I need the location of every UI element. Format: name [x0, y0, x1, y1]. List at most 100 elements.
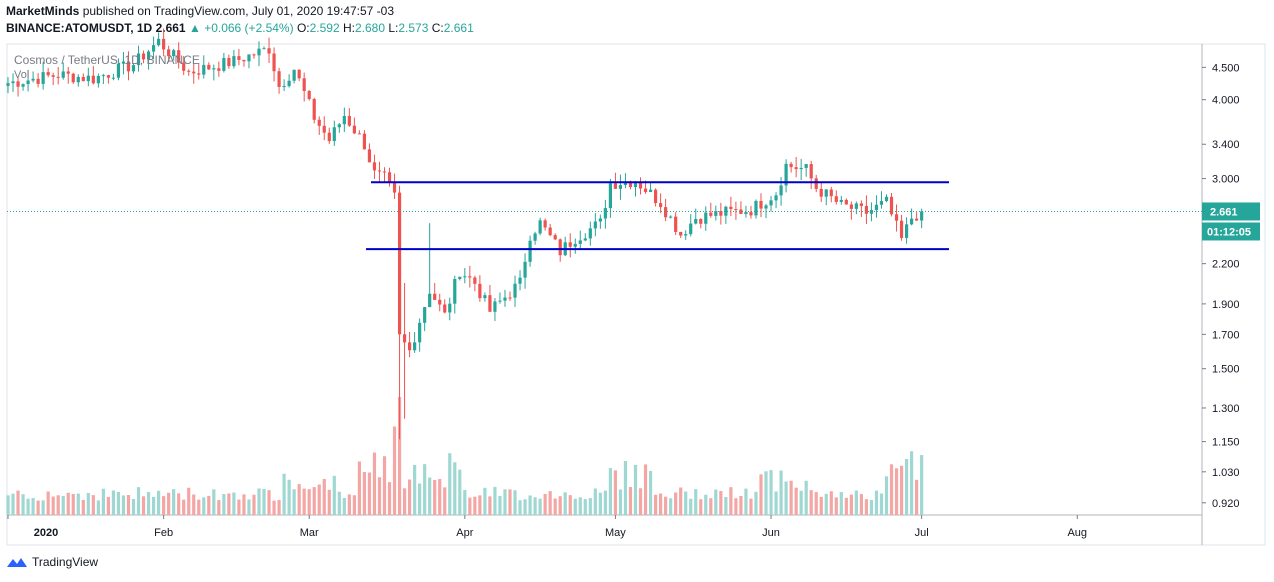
candle-body: [121, 61, 126, 64]
time-tick-label: Mar: [300, 527, 319, 539]
candle-body: [136, 53, 141, 66]
volume-bar: [202, 497, 206, 515]
volume-bar: [759, 474, 763, 515]
candle-body: [51, 75, 55, 77]
candle-body: [252, 54, 256, 56]
volume-bar: [157, 490, 161, 515]
volume-bar: [172, 489, 176, 515]
candle-body: [478, 283, 482, 299]
candle-body: [523, 261, 527, 278]
candle-body: [493, 301, 497, 312]
candle-body: [573, 243, 577, 247]
candle-body: [638, 182, 643, 189]
publish-info: MarketMinds published on TradingView.com…: [6, 4, 394, 18]
volume-bar: [503, 489, 507, 515]
volume-bar: [533, 497, 537, 515]
candle-body: [347, 116, 351, 126]
candle-body: [162, 38, 166, 50]
candle-body: [91, 75, 95, 84]
volume-bar: [704, 494, 708, 515]
candle-body: [910, 218, 914, 225]
chart-frame: [6, 43, 1266, 546]
candle-body: [623, 181, 628, 186]
countdown-tag: [1202, 222, 1260, 241]
low-value: 2.573: [398, 21, 429, 35]
volume-bar: [493, 486, 497, 515]
candle-body: [889, 196, 894, 215]
candle-body: [6, 83, 10, 86]
candle-body: [553, 235, 557, 240]
volume-bar: [352, 495, 356, 515]
volume-bar: [252, 494, 256, 515]
volume-bar: [257, 488, 261, 515]
price-tick-label: 1.300: [1212, 403, 1240, 415]
volume-bar: [879, 493, 884, 515]
candle-body: [71, 73, 75, 83]
volume-bar: [598, 492, 602, 515]
volume-bar: [789, 480, 793, 515]
price-tick-label: 3.400: [1212, 139, 1240, 151]
candle-body: [503, 297, 507, 301]
volume-bar: [357, 461, 361, 515]
volume-bar: [262, 488, 266, 515]
candle-body: [653, 189, 658, 204]
candle-body: [402, 334, 407, 343]
volume-bar: [227, 493, 231, 515]
volume-bar: [894, 468, 899, 515]
volume-bar: [899, 465, 904, 515]
volume-bar: [302, 488, 306, 515]
volume-bar: [56, 495, 60, 515]
volume-bar: [81, 499, 85, 515]
volume-bar: [809, 490, 813, 515]
candle-body: [247, 54, 251, 62]
candle-body: [382, 171, 387, 173]
volume-bar: [332, 475, 336, 515]
candle-body: [784, 163, 788, 186]
volume-bar: [16, 490, 20, 515]
time-tick-label: Jul: [915, 527, 929, 539]
open-value: 2.592: [309, 21, 340, 35]
time-tick-label: Feb: [154, 527, 173, 539]
candle-body: [372, 162, 377, 171]
price-change: +0.066 (+2.54%): [204, 21, 294, 35]
candle-body: [21, 84, 25, 87]
volume-bar: [458, 469, 462, 515]
candle-body: [207, 64, 211, 70]
candle-body: [387, 172, 392, 183]
volume-bar: [709, 498, 713, 515]
candle-body: [734, 209, 738, 211]
volume-bar: [864, 499, 869, 515]
candle-body: [177, 50, 181, 63]
volume-bar: [146, 492, 151, 515]
candle-body: [834, 196, 838, 202]
candle-body: [367, 149, 372, 163]
volume-bar: [523, 499, 527, 515]
candle-body: [528, 240, 532, 262]
tradingview-footer[interactable]: TradingView: [6, 555, 98, 569]
candle-body: [824, 189, 828, 197]
overlay-lines: 2.661 01:12:05: [7, 181, 1260, 251]
volume-bar: [824, 493, 828, 515]
volume-bar: [463, 489, 467, 515]
candle-body: [433, 293, 437, 300]
volume-bar: [573, 498, 577, 515]
candle-body: [332, 127, 336, 142]
symbol-info: BINANCE:ATOMUSDT, 1D 2.661 ▲ +0.066 (+2.…: [6, 21, 474, 35]
volume-bar: [739, 495, 743, 515]
volume-bar: [839, 492, 843, 515]
time-tick-label: Aug: [1067, 527, 1087, 539]
candle-body: [513, 283, 517, 298]
candle-body: [36, 78, 40, 84]
volume-bar: [538, 498, 542, 515]
volume-bar: [714, 489, 718, 515]
time-axis: 2020 Feb Mar Apr May Jun Jul Aug: [7, 515, 1087, 539]
volume-bar: [151, 496, 156, 515]
candle-body: [804, 164, 808, 168]
candle-body: [61, 71, 65, 78]
volume-bar: [136, 487, 141, 515]
volume-bar: [478, 495, 482, 515]
volume-bar: [558, 496, 562, 515]
volume-bar: [46, 491, 50, 515]
candle-body: [829, 189, 833, 197]
